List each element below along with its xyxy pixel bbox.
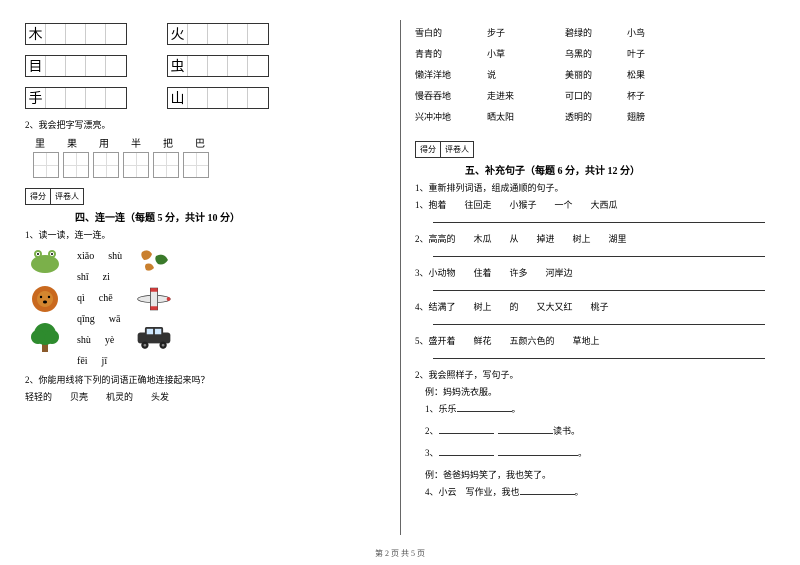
answer-line [433, 315, 765, 325]
pinyin: shī [77, 272, 89, 283]
grid-shou: 手 [25, 87, 127, 109]
q2-match: 2、你能用线将下列的词语正确地连接起来吗？ [25, 373, 375, 386]
right-column: 雪白的步子碧绿的小鸟 青青的小草乌黑的叶子 懒洋洋地说美丽的松果 慢吞吞地走进来… [390, 0, 780, 565]
answer-line [433, 247, 765, 257]
tree-icon [25, 321, 65, 353]
fill-1: 1、乐乐。 [425, 402, 765, 415]
frog-icon [25, 245, 65, 277]
pinyin: jī [102, 356, 108, 367]
char-label: 把 [163, 135, 173, 150]
pair-row: 慢吞吞地走进来可口的杯子 [415, 89, 765, 102]
score-label: 得分 [416, 142, 441, 157]
char-cell: 虫 [168, 56, 188, 76]
plane-icon [134, 283, 174, 315]
pinyin: chē [99, 293, 113, 304]
char-label: 半 [131, 135, 141, 150]
pinyin: qīng [77, 314, 95, 325]
q1-match: 1、读一读，连一连。 [25, 228, 375, 241]
right-images [134, 245, 174, 353]
pinyin-column: xiǎo shù shī zi qì chē qīng wā shù yè fēi jī [77, 245, 122, 367]
section4-title: 四、连一连（每题 5 分，共计 10 分） [75, 209, 375, 224]
grader-label: 评卷人 [441, 142, 473, 157]
blank [520, 486, 575, 495]
pair-row: 懒洋洋地说美丽的松果 [415, 68, 765, 81]
match-word: 轻轻的 [25, 390, 52, 403]
tian-box [123, 152, 149, 178]
tian-box [153, 152, 179, 178]
grid-chong: 虫 [167, 55, 269, 77]
char-label: 巴 [195, 135, 205, 150]
tian-box [33, 152, 59, 178]
q2-text: 2、我会照样子，写句子。 [415, 368, 765, 381]
char-cell: 火 [168, 24, 188, 44]
sentence-item: 3、小动物 住着 许多 河岸边 [415, 266, 765, 291]
pinyin: shù [108, 251, 122, 262]
pair-row: 青青的小草乌黑的叶子 [415, 47, 765, 60]
blank [439, 447, 494, 456]
example1: 例：妈妈洗衣服。 [425, 385, 765, 398]
blank [498, 425, 553, 434]
pair-row: 兴冲冲地晒太阳透明的翅膀 [415, 110, 765, 123]
grid-mu: 木 [25, 23, 127, 45]
char-label: 里 [35, 135, 45, 150]
q2-text: 2、我会把字写漂亮。 [25, 118, 375, 131]
fill-4: 4、小云 写作业，我也。 [425, 485, 765, 498]
tian-box [63, 152, 89, 178]
char-cell: 山 [168, 88, 188, 108]
example2: 例：爸爸妈妈笑了，我也笑了。 [425, 468, 765, 481]
section5-title: 五、补充句子（每题 6 分，共计 12 分） [465, 162, 765, 177]
fill-3: 3、 。 [425, 446, 765, 459]
lion-icon [25, 283, 65, 315]
page-footer: 第 2 页 共 5 页 [0, 548, 800, 559]
answer-line [433, 349, 765, 359]
left-images [25, 245, 65, 353]
grader-label: 评卷人 [51, 189, 83, 204]
pinyin: zi [103, 272, 110, 283]
leaves-icon [134, 245, 174, 277]
sentence-item: 5、盛开着 鲜花 五颜六色的 草地上 [415, 334, 765, 359]
match-word: 机灵的 [106, 390, 133, 403]
matching-area: xiǎo shù shī zi qì chē qīng wā shù yè fēi jī [25, 245, 375, 367]
grid-mu2: 目 [25, 55, 127, 77]
pinyin: shù [77, 335, 91, 346]
tian-box [183, 152, 209, 178]
score-box: 得分 评卷人 [415, 141, 474, 158]
sentence-item: 4、结满了 树上 的 又大又红 桃子 [415, 300, 765, 325]
pinyin: yè [105, 335, 114, 346]
char-labels: 里 果 用 半 把 巴 [35, 135, 375, 150]
blank [439, 425, 494, 434]
blank [457, 403, 512, 412]
char-cell: 手 [26, 88, 46, 108]
word-row: 轻轻的 贝壳 机灵的 头发 [25, 390, 375, 403]
q1-text: 1、重新排列词语，组成通顺的句子。 [415, 181, 765, 194]
left-column: 木 火 目 虫 手 山 2、我会把字写漂亮。 里 果 用 半 把 巴 得分 评卷… [0, 0, 390, 565]
score-label: 得分 [26, 189, 51, 204]
char-cell: 目 [26, 56, 46, 76]
pinyin: xiǎo [77, 251, 94, 262]
fill-2: 2、 读书。 [425, 424, 765, 437]
grid-shan: 山 [167, 87, 269, 109]
pinyin: fēi [77, 356, 88, 367]
tian-box [93, 152, 119, 178]
pair-row: 雪白的步子碧绿的小鸟 [415, 26, 765, 39]
pinyin: wā [109, 314, 121, 325]
score-box: 得分 评卷人 [25, 188, 84, 205]
char-cell: 木 [26, 24, 46, 44]
car-icon [134, 321, 174, 353]
pinyin: qì [77, 293, 85, 304]
answer-line [433, 213, 765, 223]
blank [498, 447, 578, 456]
char-label: 用 [99, 135, 109, 150]
character-grids: 木 火 目 虫 手 山 [25, 20, 375, 112]
match-word: 贝壳 [70, 390, 88, 403]
char-label: 果 [67, 135, 77, 150]
sentence-item: 2、高高的 木瓜 从 掉进 树上 湖里 [415, 232, 765, 257]
pair-list: 雪白的步子碧绿的小鸟 青青的小草乌黑的叶子 懒洋洋地说美丽的松果 慢吞吞地走进来… [415, 26, 765, 123]
answer-line [433, 281, 765, 291]
grid-huo: 火 [167, 23, 269, 45]
sentence-item: 1、抱着 往回走 小猴子 一个 大西瓜 [415, 198, 765, 223]
tian-boxes [33, 152, 375, 178]
match-word: 头发 [151, 390, 169, 403]
